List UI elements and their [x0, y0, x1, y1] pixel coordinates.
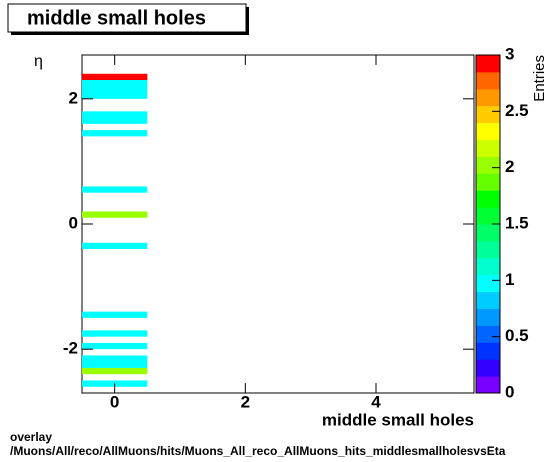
y-tick-label: 0 — [69, 213, 78, 232]
color-scale-frame — [475, 54, 501, 394]
z-tick-label: 1 — [505, 270, 514, 289]
title-box — [7, 3, 247, 33]
x-tick-label: 2 — [241, 392, 250, 411]
heatmap-cell — [82, 355, 148, 368]
heatmap-cell — [82, 186, 148, 193]
z-tick-label: 3 — [505, 44, 514, 63]
heatmap-cell — [82, 111, 148, 124]
color-scale-band — [476, 55, 500, 73]
x-tick-label: 0 — [110, 392, 119, 411]
heatmap-cell — [82, 342, 148, 350]
color-scale-band — [476, 122, 500, 140]
z-axis-label: Entries — [531, 55, 546, 102]
heatmap-cell — [82, 211, 148, 218]
color-scale-band — [476, 291, 500, 309]
heatmap-cell — [82, 330, 148, 337]
heatmap-cell — [82, 80, 148, 99]
z-tick-label: 2 — [505, 157, 514, 176]
y-axis-label: η — [34, 53, 43, 70]
z-tick-label: 0 — [505, 382, 514, 401]
color-scale-band — [476, 156, 500, 174]
color-scale-band — [476, 207, 500, 225]
color-scale-band — [476, 359, 500, 377]
heatmap-cell — [82, 311, 148, 318]
footer-line: overlay — [10, 430, 52, 444]
color-scale-band — [476, 325, 500, 343]
x-tick-label: 4 — [371, 392, 381, 411]
x-axis-label: middle small holes — [322, 410, 474, 429]
color-scale-band — [476, 71, 500, 90]
heatmap-cell — [82, 130, 148, 137]
z-tick-label: 0.5 — [505, 326, 529, 345]
plot-frame — [81, 54, 475, 394]
chart-title: middle small holes — [27, 7, 206, 29]
color-scale-band — [476, 88, 500, 107]
heatmap-cell — [82, 73, 148, 81]
color-scale-band — [476, 274, 500, 293]
heatmap-cell — [82, 367, 148, 375]
color-scale-band — [476, 105, 500, 124]
color-scale-band — [476, 173, 500, 191]
y-tick-label: 2 — [69, 88, 78, 107]
footer-line: /Muons/All/reco/AllMuons/hits/Muons_All_… — [10, 444, 506, 458]
color-scale-band — [476, 224, 500, 242]
color-scale-band — [476, 240, 500, 259]
color-scale-band — [476, 342, 500, 360]
z-tick-label: 1.5 — [505, 213, 529, 232]
z-tick-label: 2.5 — [505, 101, 529, 120]
color-scale-band — [476, 308, 500, 326]
color-scale-band — [476, 139, 500, 157]
color-scale-band — [476, 257, 500, 276]
heatmap-cell — [82, 242, 148, 250]
color-scale-band — [476, 376, 500, 394]
color-scale-band — [476, 190, 500, 208]
y-tick-label: -2 — [63, 339, 78, 358]
